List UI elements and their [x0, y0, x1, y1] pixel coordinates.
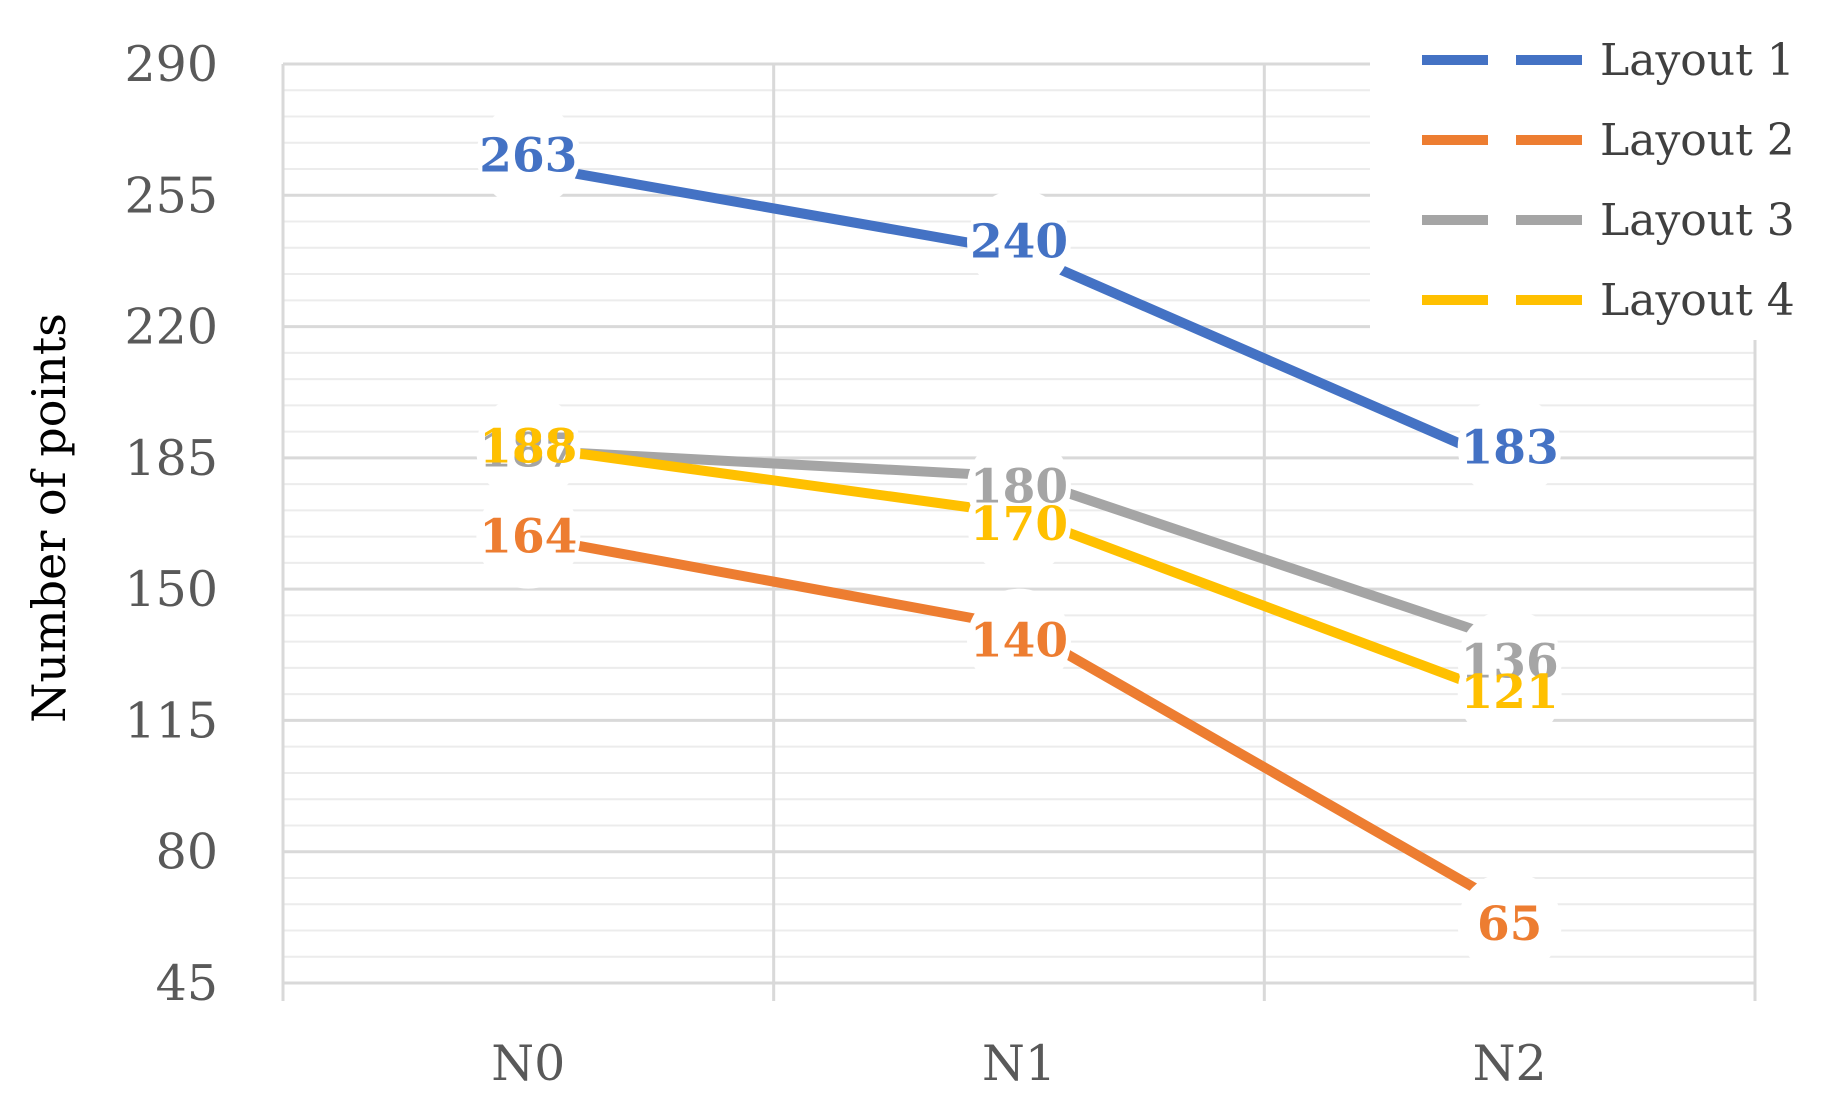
legend-label: Layout 3 [1600, 195, 1795, 246]
data-label: 136 [1461, 635, 1559, 690]
data-label-bubble [967, 472, 1071, 577]
data-label: 183 [1461, 420, 1559, 475]
data-label-bubble [476, 394, 581, 499]
x-axis-tick-labels: N0 N1 N2 [491, 1035, 1546, 1092]
legend-label: Layout 4 [1600, 275, 1795, 326]
y-tick-label: 150 [124, 561, 218, 618]
data-label: 170 [970, 497, 1068, 552]
y-tick-label: 80 [156, 824, 218, 881]
y-axis-tick-labels: 45 80 115 150 185 220 255 290 [124, 36, 218, 1012]
data-labels: 263 240 183 164 140 65 187 180 136 188 170 121 [476, 103, 1562, 976]
data-label: 240 [970, 215, 1068, 270]
data-label-bubble [1457, 871, 1562, 976]
y-tick-label: 185 [124, 430, 218, 487]
x-tick-label: N2 [1473, 1035, 1547, 1092]
y-tick-label: 45 [156, 955, 218, 1012]
y-tick-label: 290 [124, 36, 218, 93]
legend-background [1370, 20, 1810, 340]
data-label-bubble [476, 484, 581, 589]
data-label-bubble [1457, 395, 1562, 500]
data-label: 187 [479, 423, 577, 478]
data-label: 263 [479, 128, 577, 183]
data-label: 180 [970, 460, 1068, 515]
data-label-bubble [967, 588, 1071, 693]
data-label: 164 [479, 510, 577, 565]
data-label: 121 [1461, 665, 1559, 720]
legend-label: Layout 1 [1600, 35, 1795, 86]
data-label-bubble [1457, 639, 1562, 744]
y-tick-label: 115 [124, 692, 218, 749]
data-label: 140 [970, 614, 1068, 669]
x-tick-label: N0 [491, 1035, 565, 1092]
y-axis-title: Number of points [22, 313, 76, 723]
y-tick-label: 255 [124, 167, 218, 224]
legend-label: Layout 2 [1600, 115, 1795, 166]
y-tick-label: 220 [124, 299, 218, 356]
legend: Layout 1 Layout 2 Layout 3 Layout 4 [1370, 20, 1810, 340]
data-label-bubble [967, 189, 1071, 294]
x-tick-label: N1 [982, 1035, 1056, 1092]
data-label: 188 [479, 420, 577, 475]
vertical-gridlines [281, 64, 1757, 1001]
data-label: 65 [1477, 897, 1542, 952]
data-label-bubble [476, 103, 581, 208]
